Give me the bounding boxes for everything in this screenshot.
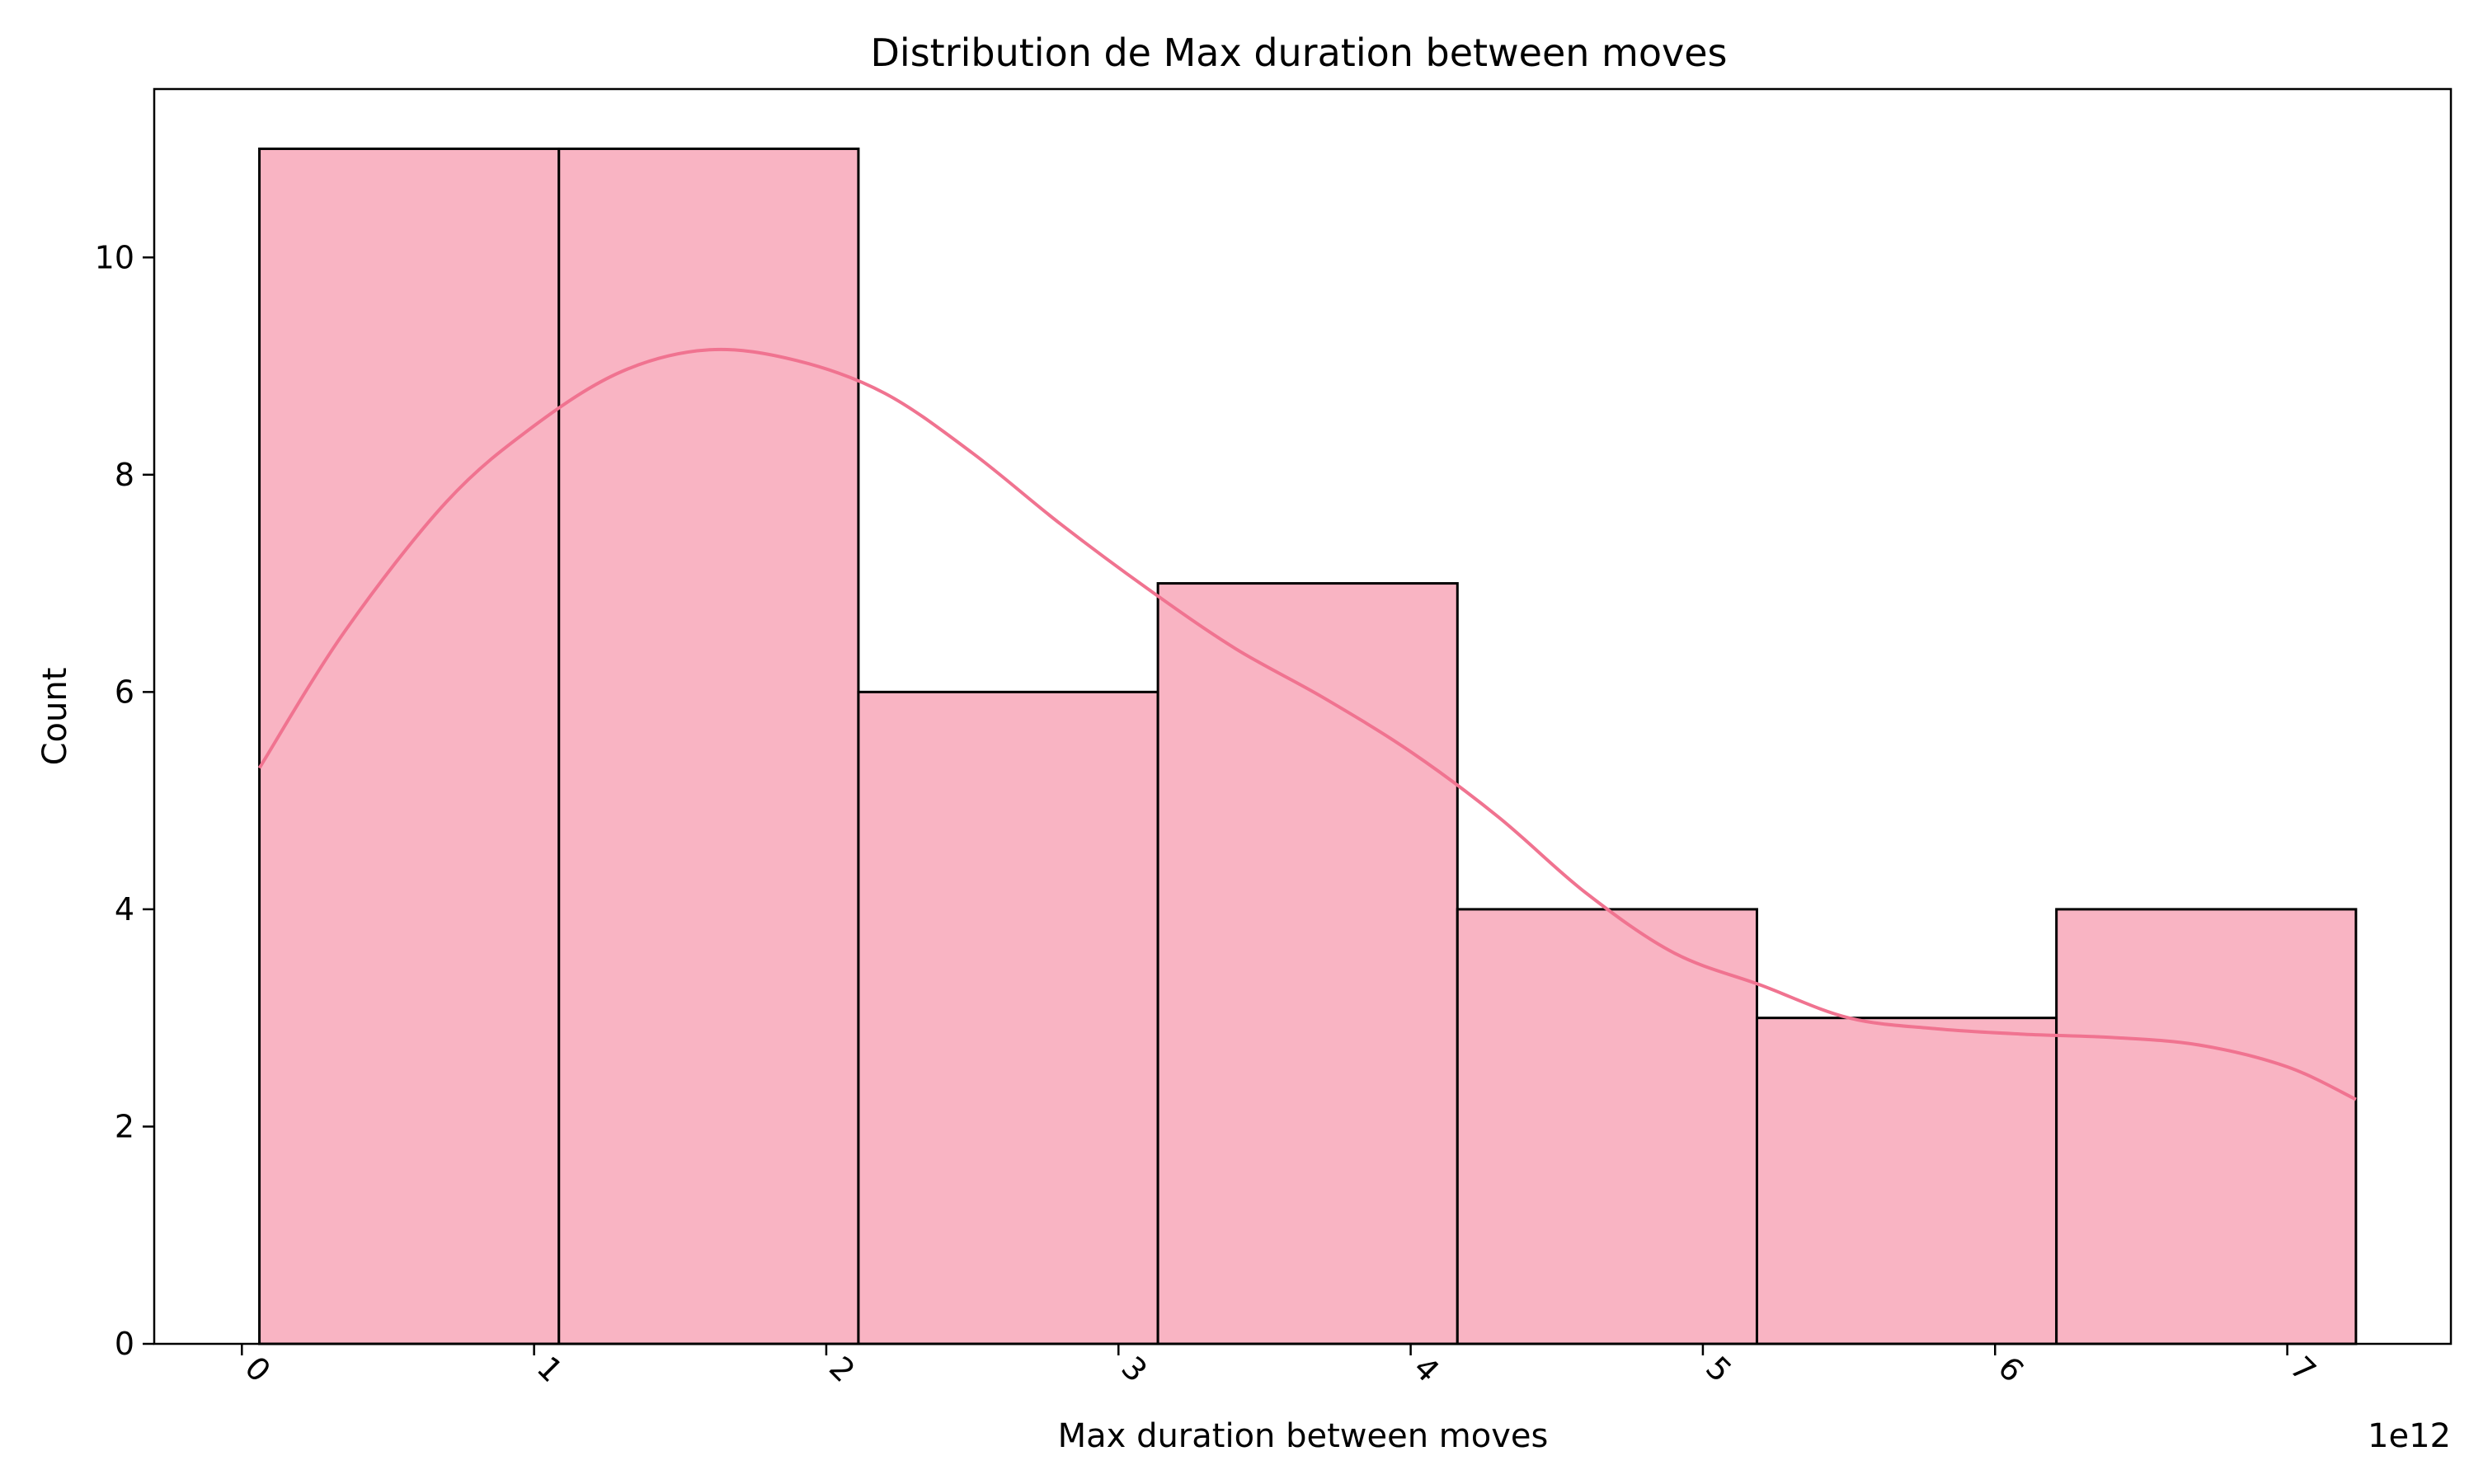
x-axis-label: Max duration between moves <box>1058 1417 1549 1455</box>
y-tick-label: 8 <box>115 457 134 493</box>
y-tick-label: 6 <box>115 674 134 710</box>
histogram-bars <box>258 147 2358 1345</box>
y-tick-label: 0 <box>115 1326 134 1362</box>
kde-curve <box>257 347 2357 1101</box>
histogram-bar-7 <box>2055 908 2358 1345</box>
y-axis-ticks: 0 2 4 6 8 10 <box>95 239 154 1362</box>
histogram-bar-6 <box>1755 1017 2058 1345</box>
histogram-bar-1 <box>258 147 561 1345</box>
y-axis-label: Count <box>36 668 74 766</box>
y-tick-label: 2 <box>115 1108 134 1144</box>
x-axis-offset-label: 1e12 <box>2368 1417 2451 1455</box>
histogram-bar-2 <box>557 147 860 1345</box>
histogram-bar-3 <box>857 690 1159 1345</box>
histogram-bar-5 <box>1456 908 1758 1345</box>
y-tick-label: 10 <box>95 239 134 275</box>
chart-title: Distribution de Max duration between mov… <box>871 31 1728 75</box>
y-tick-label: 4 <box>115 891 134 928</box>
plot-frame <box>153 87 2453 1345</box>
histogram-bar-4 <box>1156 582 1459 1345</box>
